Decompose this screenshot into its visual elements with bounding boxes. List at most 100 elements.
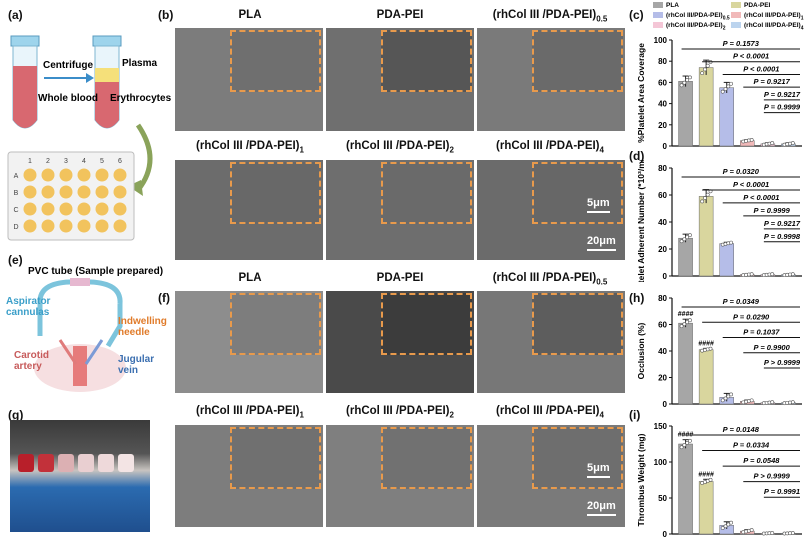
data-point [749, 528, 754, 532]
data-point [720, 89, 725, 94]
panel-label-h: (h) [629, 291, 645, 305]
bar [698, 67, 714, 147]
data-point [720, 526, 725, 530]
y-tick-label: 80 [658, 57, 667, 66]
well [77, 185, 91, 199]
panel-label-b: (b) [158, 8, 174, 22]
p-value-label: P = 0.0290 [733, 312, 770, 321]
data-point [705, 63, 710, 68]
legend-swatch [731, 2, 741, 9]
well [23, 219, 37, 233]
p-value-label: P < 0.0001 [743, 193, 779, 202]
data-point [723, 87, 728, 91]
y-tick-label: 50 [658, 494, 667, 503]
sem-title-n05-b: (rhCol III /PDA-PEI)0.5 [492, 9, 608, 24]
sem-title-n4-b: (rhCol III /PDA-PEI)4 [496, 140, 604, 155]
bar [678, 443, 693, 535]
y-tick-label: 60 [658, 78, 667, 87]
data-point [679, 239, 684, 244]
well [23, 185, 37, 199]
significance-mark: #### [678, 311, 694, 318]
bar [698, 481, 714, 535]
data-point [726, 394, 731, 399]
data-point [688, 438, 692, 443]
p-value-label: P > 0.9999 [754, 472, 791, 481]
legend-label: (rhCol III/PDA-PEI) [666, 22, 723, 29]
y-tick-label: 0 [663, 400, 668, 409]
panel-label-d: (d) [629, 149, 645, 163]
plasma-layer [95, 68, 119, 82]
well [23, 202, 37, 216]
rat-model-illustration [34, 278, 126, 392]
chart-platelet-area: 0 20 40 60 80 100 %Platelet Area Coverage P = 0… [636, 36, 802, 151]
sem-image-pla-b [175, 28, 323, 131]
well [59, 202, 73, 216]
well [113, 219, 127, 233]
sem-title-pla-f: PLA [238, 272, 262, 284]
p-value-label: P = 0.9999 [754, 206, 791, 215]
sem-title-pdapei-b: PDA-PEI [376, 9, 424, 21]
data-point [679, 445, 684, 450]
erythrocytes-label: Erythrocytes [110, 93, 172, 104]
y-tick-label: 0 [663, 530, 668, 539]
aspirator-label: Aspirator cannulas [6, 296, 51, 318]
p-value-label: P = 0.1573 [723, 39, 760, 48]
legend-item: (rhCol III/PDA-PEI)4 [731, 22, 803, 31]
p-value-label: P = 0.9998 [764, 232, 801, 241]
data-point [679, 324, 684, 329]
tube-photo [10, 420, 150, 532]
blood-processing-illustration: 1 2 3 4 5 6 A B C D [7, 35, 153, 241]
data-point [770, 400, 775, 405]
y-tick-label: 100 [654, 36, 668, 45]
plate-row-label: A [14, 173, 19, 180]
sem-title-n1-b: (rhCol III /PDA-PEI)1 [196, 140, 304, 155]
p-value-label: P = 0.0148 [723, 425, 760, 434]
legend-swatch [731, 12, 741, 19]
legend-item: (rhCol III/PDA-PEI)1 [731, 12, 803, 21]
legend-item: PDA-PEI [731, 2, 770, 9]
data-point [679, 83, 684, 88]
y-tick-label: 20 [658, 121, 667, 130]
y-tick-label: 40 [658, 218, 667, 227]
jugular-label: Jugular vein [118, 354, 155, 376]
data-point [749, 272, 754, 277]
y-axis-label: Occlusion (%) [636, 323, 646, 380]
sem-title-pdapei-f: PDA-PEI [376, 272, 424, 284]
bar [678, 322, 693, 405]
data-point [790, 400, 795, 405]
data-point [685, 78, 690, 82]
centrifuge-label: Centrifuge [43, 60, 93, 71]
plate-col-label: 6 [118, 158, 122, 165]
well [41, 202, 55, 216]
legend-item: (rhCol III/PDA-PEI)2 [653, 22, 725, 31]
y-tick-label: 80 [658, 164, 667, 173]
legend-swatch [653, 2, 663, 9]
data-point [770, 272, 775, 277]
significance-mark: #### [698, 340, 714, 347]
legend-label: (rhCol III/PDA-PEI) [744, 12, 801, 19]
y-tick-label: 60 [658, 321, 667, 330]
data-point [790, 272, 795, 277]
bar [719, 243, 734, 277]
plate-col-label: 5 [100, 158, 104, 165]
p-value-label: P = 0.1037 [743, 328, 780, 337]
panel-label-c: (c) [629, 8, 644, 22]
data-point [729, 392, 734, 397]
bar [678, 81, 693, 147]
whole-blood-label: Whole blood [38, 93, 98, 104]
bar [678, 237, 693, 277]
plate-row-label: D [13, 224, 18, 231]
data-point [703, 196, 707, 200]
sem-image-n05-b [477, 28, 625, 131]
y-tick-label: 80 [658, 294, 667, 303]
data-point [705, 192, 710, 197]
sem-title-n2-b: (rhCol III /PDA-PEI)2 [346, 140, 454, 155]
y-tick-label: 100 [654, 458, 668, 467]
well [113, 168, 127, 182]
bar [698, 196, 714, 277]
data-point [708, 346, 713, 351]
sem-title-n2-f: (rhCol III /PDA-PEI)2 [346, 405, 454, 420]
y-tick-label: 0 [663, 272, 668, 281]
legend-label: PDA-PEI [744, 2, 771, 9]
p-value-label: P > 0.9999 [764, 358, 801, 367]
